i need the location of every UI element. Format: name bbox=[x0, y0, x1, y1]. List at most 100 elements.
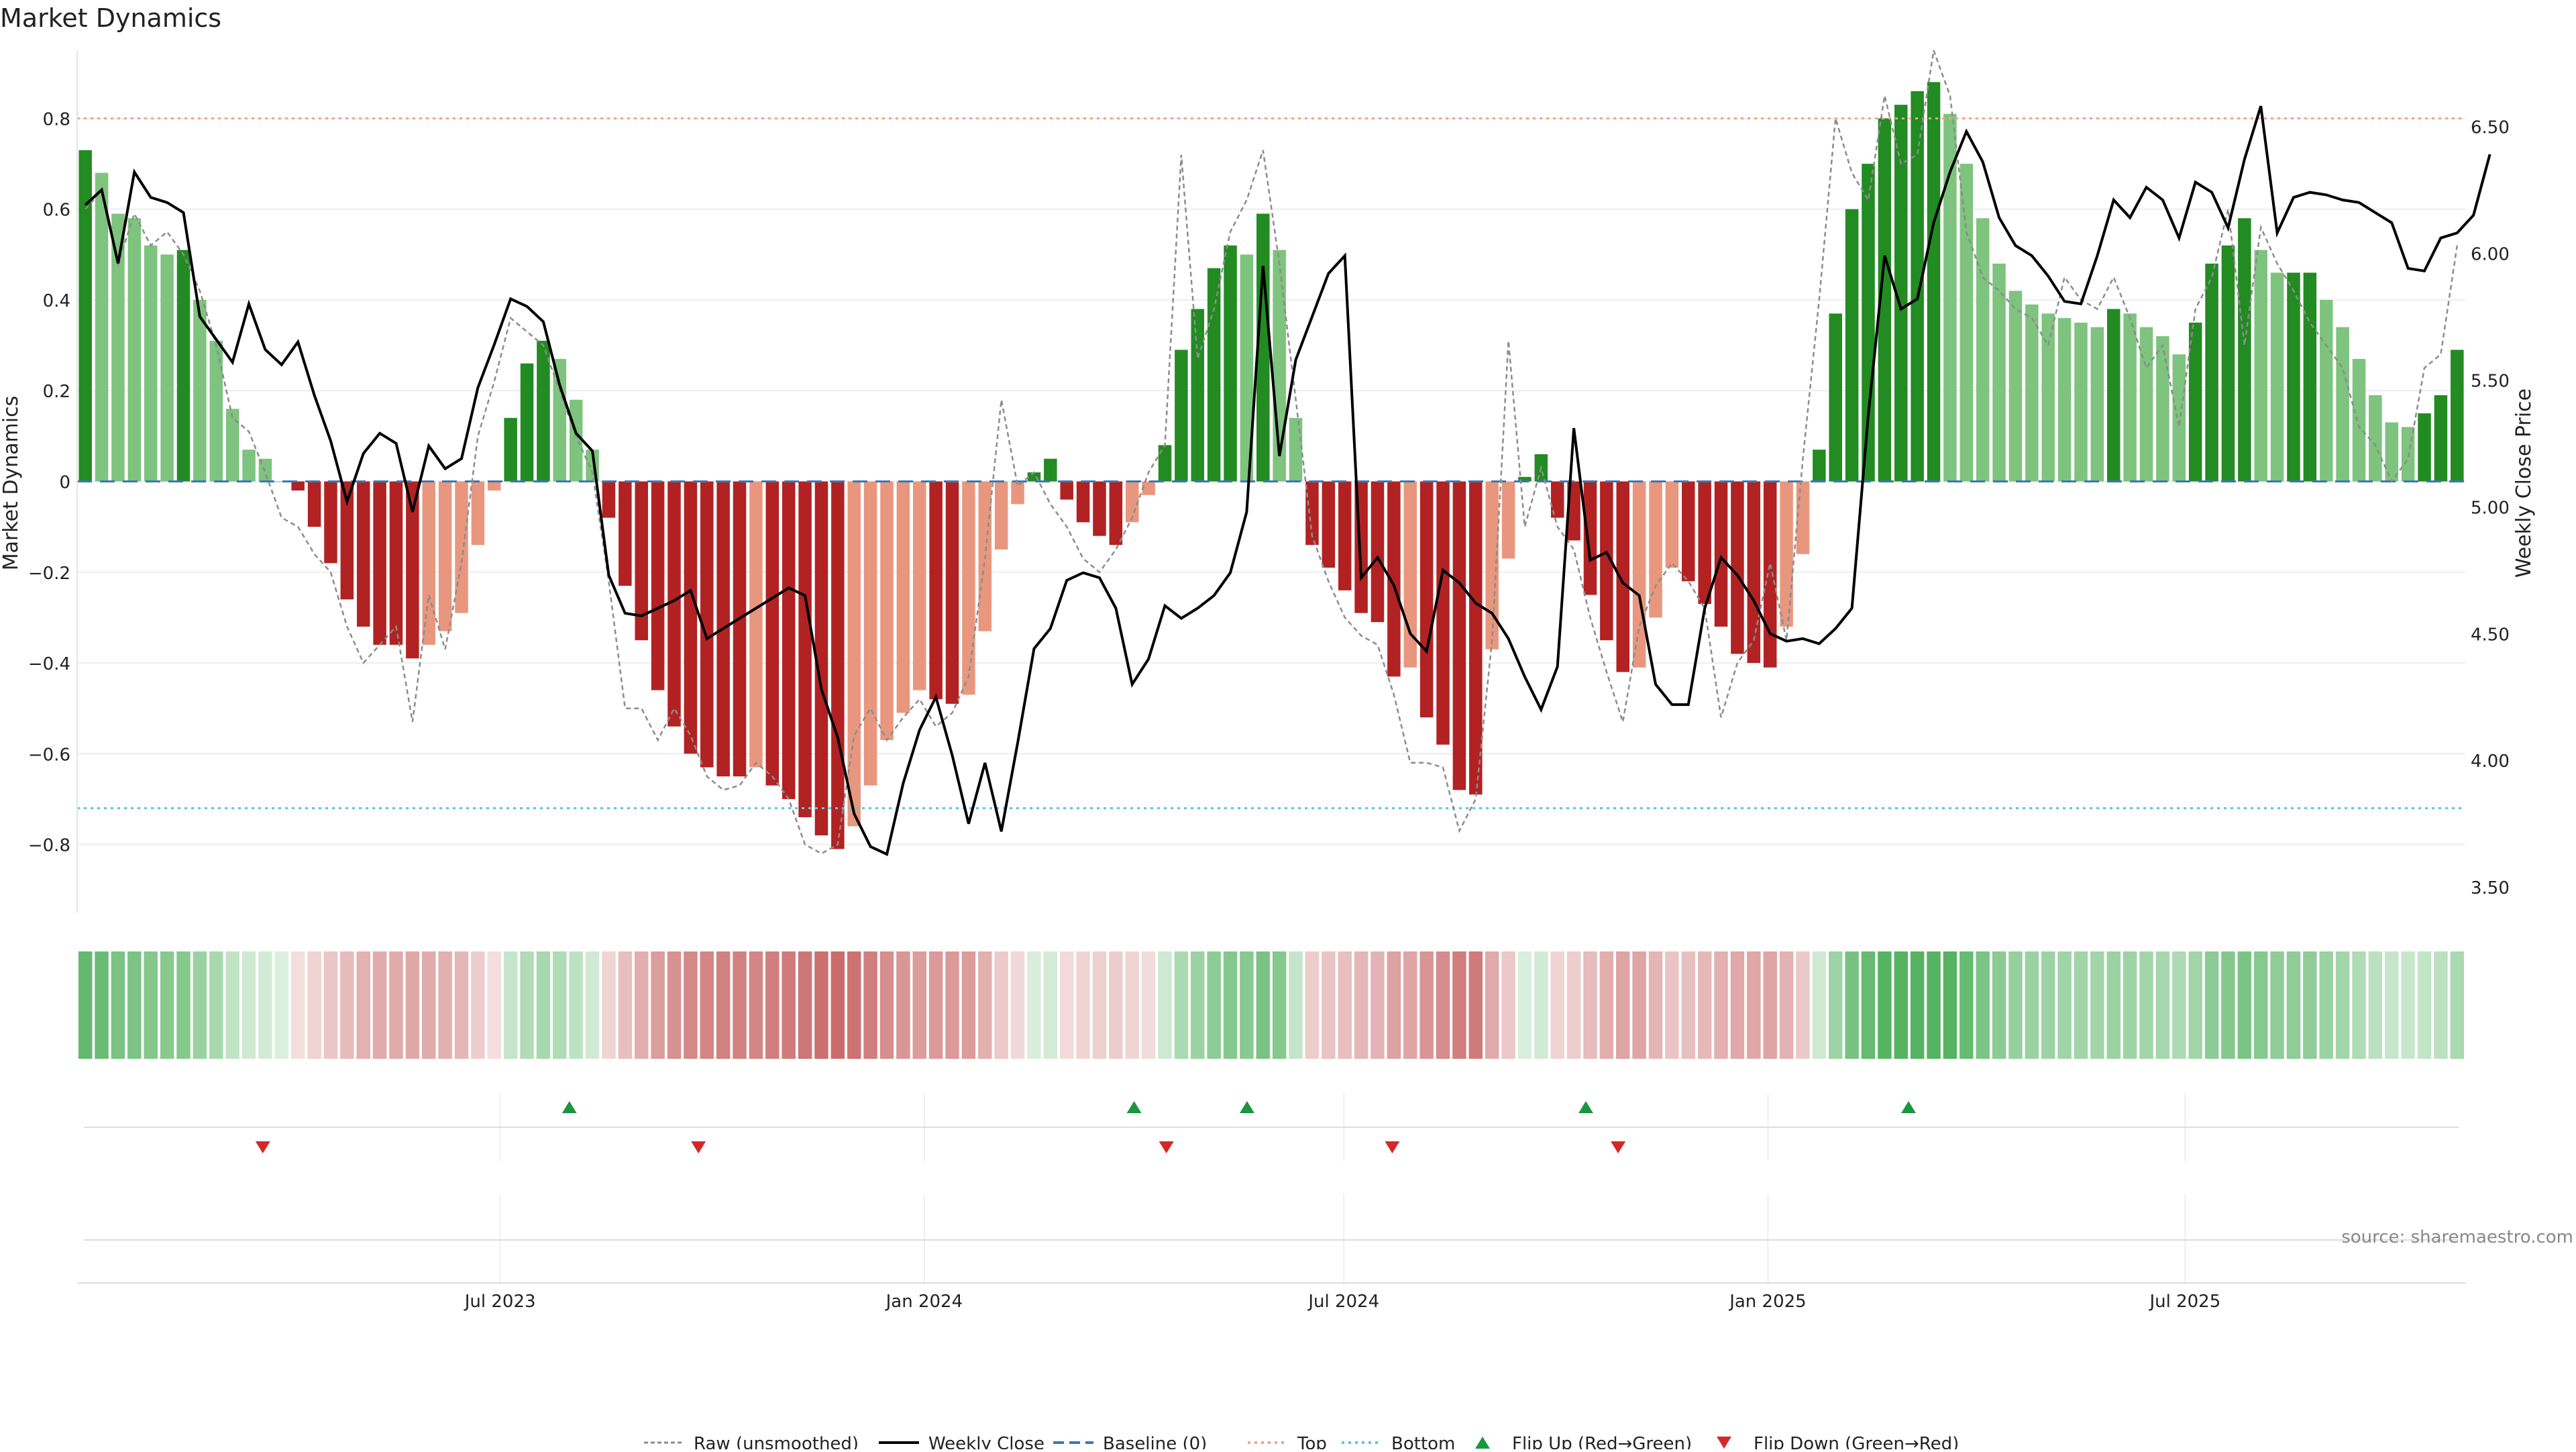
md-bar bbox=[733, 481, 747, 777]
heat-cell bbox=[2221, 951, 2235, 1059]
heat-cell bbox=[2188, 951, 2202, 1059]
flip-down-marker bbox=[1385, 1141, 1400, 1153]
heat-cell bbox=[1387, 951, 1401, 1059]
heat-cell bbox=[241, 951, 256, 1059]
heat-cell bbox=[356, 951, 370, 1059]
heat-cell bbox=[340, 951, 354, 1059]
heat-cell bbox=[912, 951, 926, 1059]
md-bar bbox=[896, 481, 910, 713]
md-bar bbox=[1943, 113, 1957, 482]
levels-layer bbox=[77, 117, 2465, 809]
md-bar bbox=[635, 481, 648, 641]
heat-cell bbox=[1730, 951, 1745, 1059]
heat-cell bbox=[1240, 951, 1254, 1059]
heat-cell bbox=[1436, 951, 1450, 1059]
md-bar bbox=[667, 481, 681, 727]
heat-cell bbox=[389, 951, 403, 1059]
md-bar bbox=[1763, 481, 1777, 668]
heat-cell bbox=[1289, 951, 1303, 1059]
md-bar bbox=[1158, 445, 1172, 482]
md-bar bbox=[340, 481, 354, 600]
heat-cell bbox=[1534, 951, 1548, 1059]
heat-cell bbox=[405, 951, 420, 1059]
heat-cell bbox=[209, 951, 223, 1059]
legend-swatch-flip-down bbox=[1717, 1437, 1731, 1449]
md-bar bbox=[2434, 395, 2448, 482]
y-tick-label: 0.2 bbox=[43, 382, 70, 402]
heat-cell bbox=[1027, 951, 1041, 1059]
heat-cell bbox=[994, 951, 1008, 1059]
md-bar bbox=[700, 481, 714, 768]
md-bar bbox=[2057, 318, 2072, 482]
md-bar bbox=[1845, 209, 1859, 482]
y-tick-label: 0 bbox=[59, 473, 70, 493]
heat-cell bbox=[372, 951, 387, 1059]
flip-up-marker bbox=[1578, 1101, 1594, 1113]
legend-item: Flip Up (Red→Green) bbox=[1475, 1434, 1692, 1452]
heat-cell bbox=[765, 951, 780, 1059]
legend-label: Raw (unsmoothed) bbox=[694, 1434, 859, 1449]
heat-cell bbox=[1485, 951, 1499, 1059]
md-bar bbox=[488, 481, 501, 491]
md-bar bbox=[2107, 309, 2121, 482]
heat-cell bbox=[1338, 951, 1352, 1059]
heat-cell bbox=[422, 951, 436, 1059]
heat-cell bbox=[1158, 951, 1172, 1059]
md-bar bbox=[2123, 313, 2137, 482]
md-bar bbox=[782, 481, 796, 799]
heat-cell bbox=[160, 951, 174, 1059]
heat-cell bbox=[585, 951, 600, 1059]
y-tick-label: 0.4 bbox=[43, 291, 70, 311]
md-bar bbox=[962, 481, 975, 695]
y2-tick-label: 6.00 bbox=[2471, 244, 2510, 264]
heat-cell bbox=[1828, 951, 1843, 1059]
heat-cell bbox=[1845, 951, 1859, 1059]
heat-cell bbox=[2286, 951, 2301, 1059]
heat-cell bbox=[225, 951, 239, 1059]
heat-cell bbox=[684, 951, 698, 1059]
legend-item: Flip Down (Green→Red) bbox=[1717, 1434, 1959, 1452]
md-bar bbox=[1093, 481, 1106, 536]
md-bar bbox=[1682, 481, 1695, 582]
heat-cell bbox=[602, 951, 616, 1059]
md-bar bbox=[127, 218, 142, 482]
md-bar bbox=[504, 417, 517, 482]
md-bar bbox=[2221, 245, 2235, 482]
heat-cell bbox=[1403, 951, 1417, 1059]
md-bar bbox=[2319, 299, 2333, 482]
y-tick-label: −0.2 bbox=[28, 564, 70, 584]
heat-cell bbox=[1599, 951, 1614, 1059]
md-bar bbox=[438, 481, 452, 631]
legend-label: Baseline (0) bbox=[1103, 1434, 1207, 1449]
axes-layer: −0.8 −0.6 −0.4 −0.2 0 0.2 0.4 0.6 0.8 3.50 4.00 4.5… bbox=[28, 50, 2510, 913]
md-bar bbox=[1829, 313, 1842, 482]
heat-cell bbox=[438, 951, 452, 1059]
md-bar bbox=[1747, 481, 1761, 664]
heat-cell bbox=[716, 951, 731, 1059]
md-bar bbox=[1698, 481, 1711, 605]
source-note: source: sharemaestro.com bbox=[2341, 1227, 2573, 1247]
heat-cell bbox=[1992, 951, 2006, 1059]
md-bar bbox=[2385, 422, 2399, 482]
heat-cell bbox=[928, 951, 943, 1059]
legend-swatch-flip-up bbox=[1475, 1437, 1490, 1449]
legend: Raw (unsmoothed) Weekly Close Baseline (0)… bbox=[644, 1434, 1959, 1452]
heat-cell bbox=[1747, 951, 1761, 1059]
chart-title: Market Dynamics bbox=[0, 3, 221, 33]
md-bar bbox=[2254, 250, 2267, 482]
md-bar bbox=[1452, 481, 1466, 790]
y-tick-label: 0.6 bbox=[43, 201, 70, 221]
md-bar bbox=[1289, 417, 1303, 482]
heat-cell bbox=[2025, 951, 2039, 1059]
md-bar bbox=[2451, 350, 2464, 482]
y2-tick-label: 4.00 bbox=[2471, 751, 2510, 772]
md-bar bbox=[307, 481, 321, 527]
heat-cell bbox=[1092, 951, 1107, 1059]
heat-cell bbox=[471, 951, 485, 1059]
md-bar bbox=[1305, 481, 1319, 546]
heat-cell bbox=[733, 951, 747, 1059]
md-bar bbox=[1911, 91, 1924, 482]
heat-cell bbox=[1910, 951, 1925, 1059]
bars-layer bbox=[78, 82, 2464, 849]
heat-cell bbox=[520, 951, 534, 1059]
